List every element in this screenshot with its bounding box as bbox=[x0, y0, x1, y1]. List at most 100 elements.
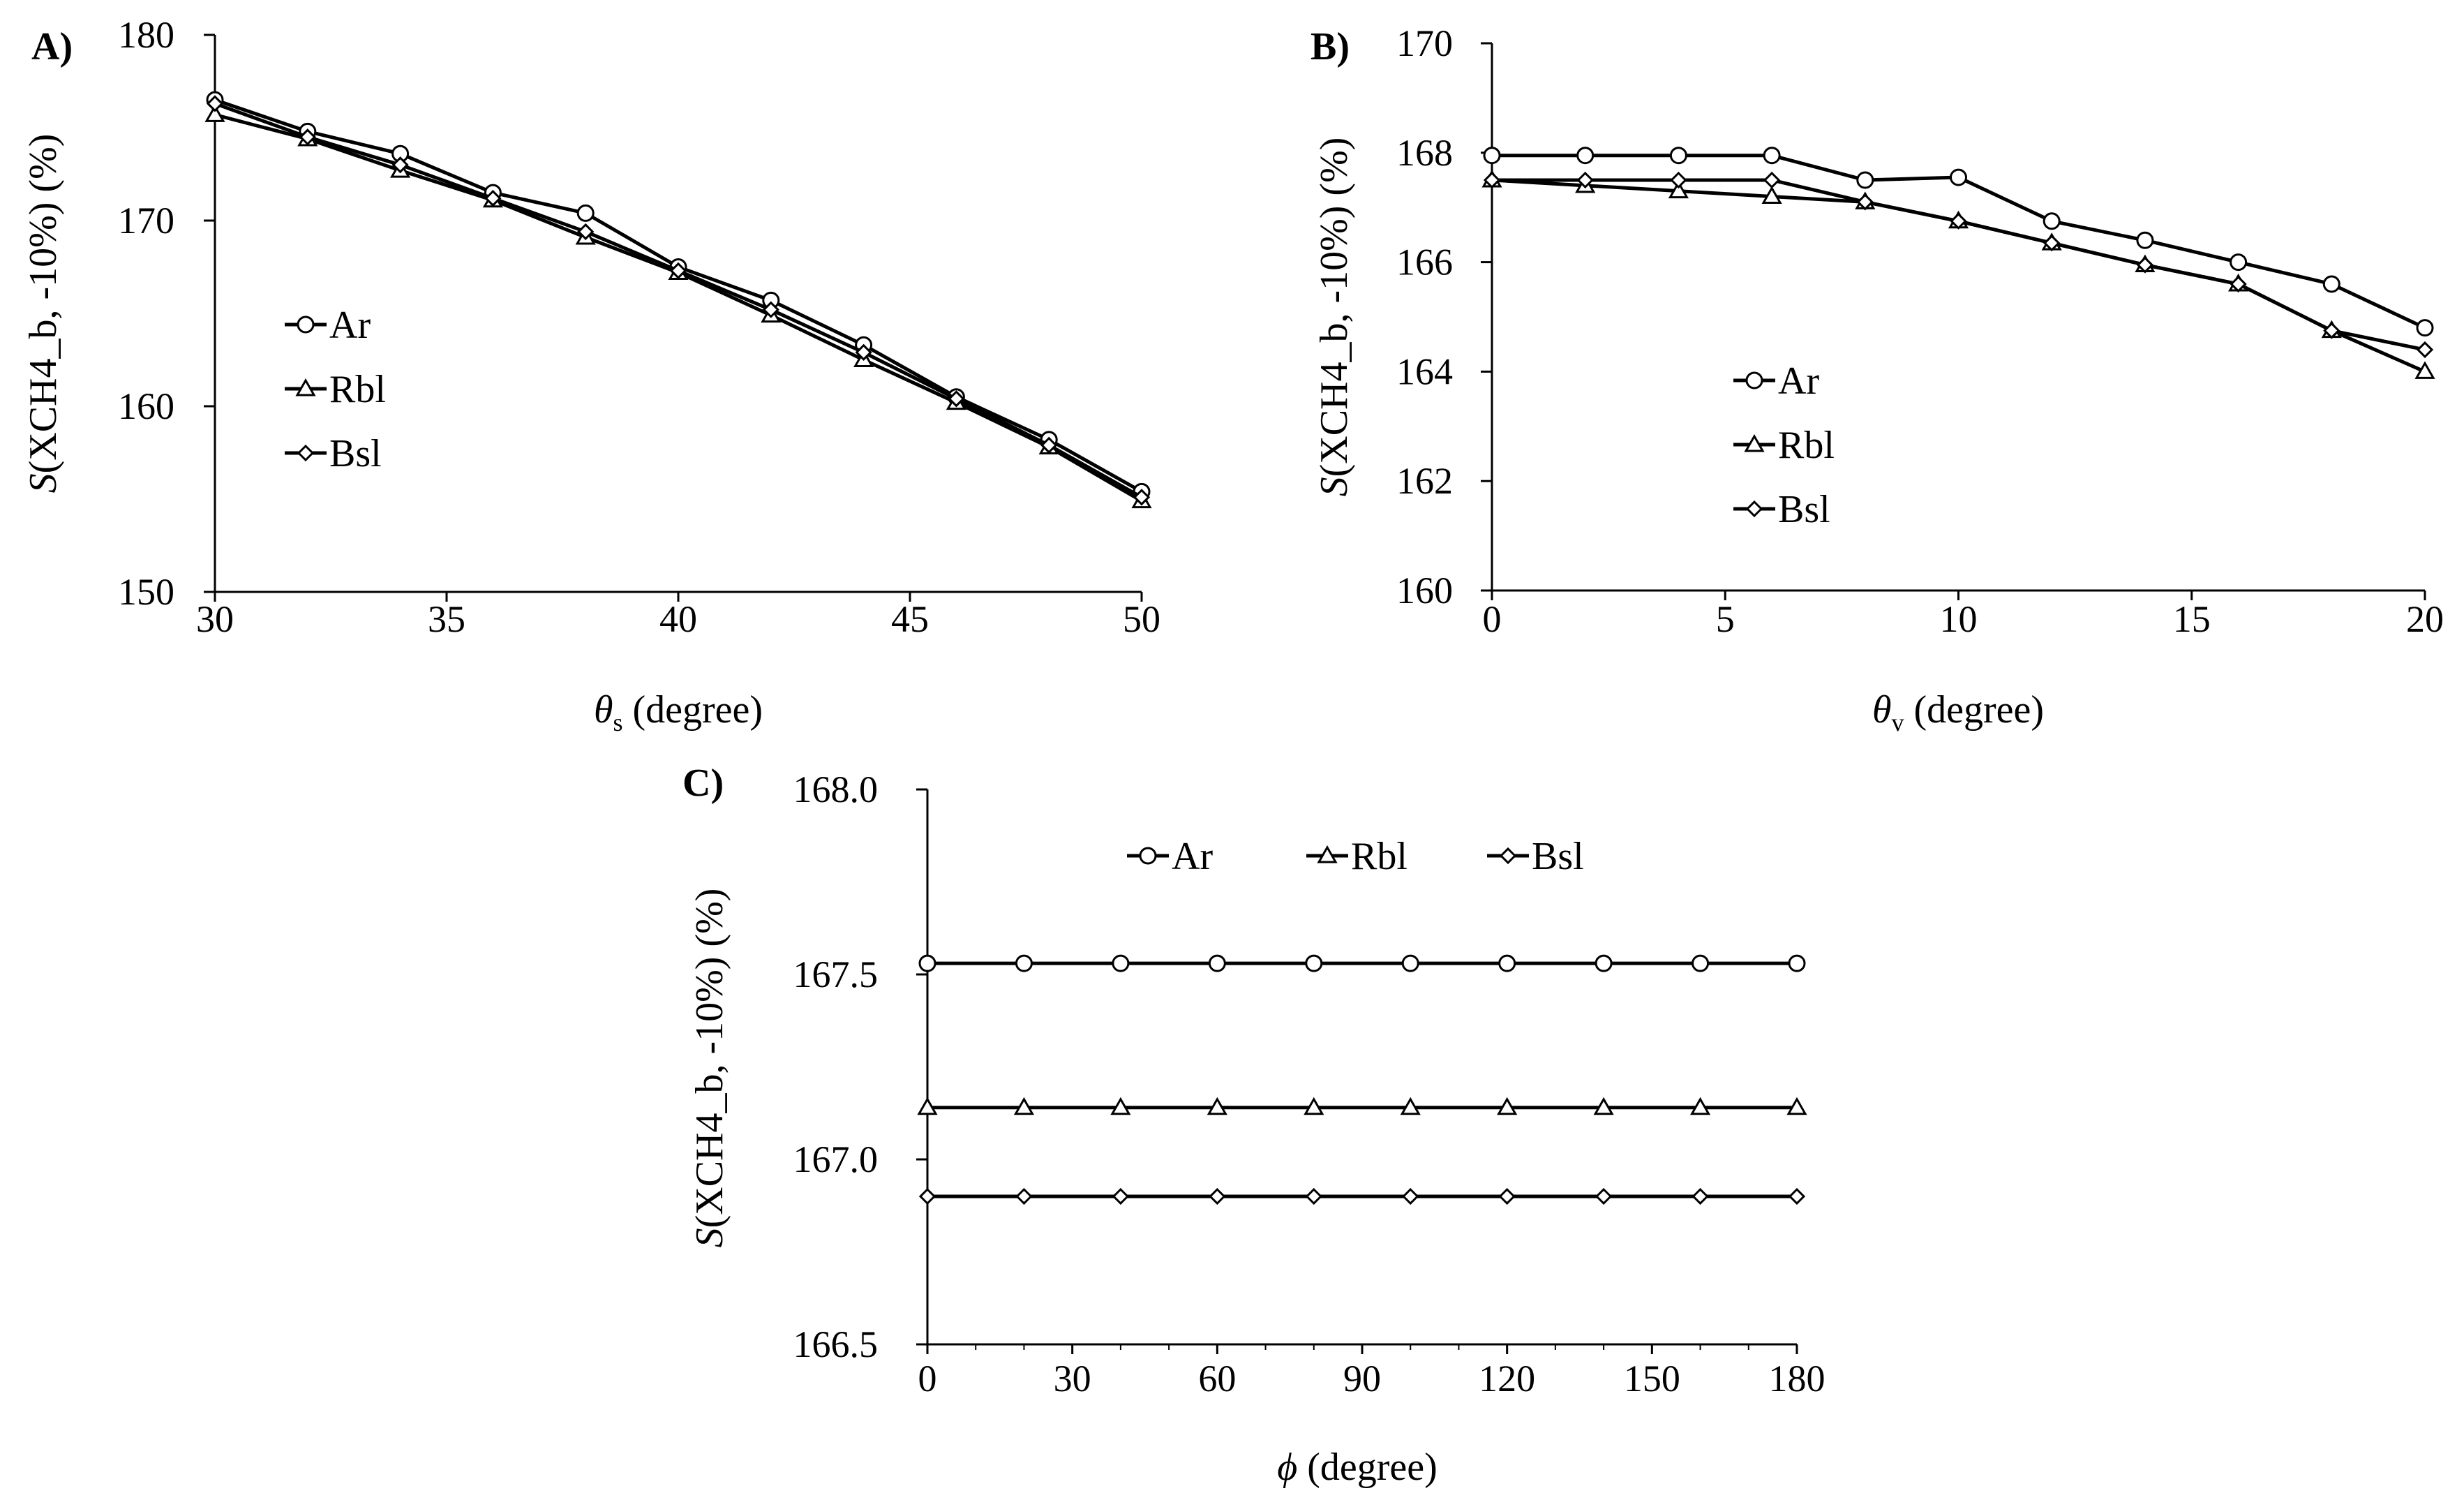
panel-a-series-bsl-point bbox=[206, 95, 224, 112]
panel-b-legend-item-rbl: Rbl bbox=[1733, 424, 1835, 467]
panel-b-legend-label: Bsl bbox=[1778, 488, 1830, 531]
panel-c-y-tick-label: 168.0 bbox=[793, 769, 879, 810]
panel-c-series-ar-point bbox=[1498, 954, 1516, 972]
panel-b-series-rbl-point bbox=[1761, 186, 1782, 205]
panel-c-y-tick-label: 166.5 bbox=[793, 1323, 879, 1365]
panel-a-series-bsl-point bbox=[484, 189, 502, 207]
panel-b-y-axis-title: S(XCH4_b, -10%) (%) bbox=[1313, 138, 1356, 497]
panel-c-series-rbl-point bbox=[1689, 1097, 1711, 1115]
panel-c-legend-item-ar: Ar bbox=[1127, 835, 1213, 878]
panel-b-legend-item-ar: Ar bbox=[1733, 359, 1819, 403]
panel-c-series-bsl-point bbox=[1305, 1187, 1322, 1205]
panel-a-legend: Ar Rbl Bsl bbox=[285, 304, 386, 475]
panel-b-series-ar-point bbox=[2322, 275, 2340, 293]
panel-a-series-bsl-point bbox=[669, 262, 687, 279]
panel-a-x-axis-title: θs (degree) bbox=[594, 688, 763, 736]
panel-b-series-bsl-point bbox=[2323, 322, 2340, 339]
panel-a-x-tick-label: 50 bbox=[1123, 598, 1160, 640]
panel-b-series-bsl-point bbox=[2230, 275, 2247, 293]
panel-c-x-axis-title: ϕ (degree) bbox=[1277, 1446, 1438, 1489]
panel-c-legend-item-bsl: Bsl bbox=[1487, 835, 1584, 878]
panel-c-series-ar-point bbox=[1401, 954, 1419, 972]
panel-b-series-bsl-point bbox=[1483, 171, 1501, 189]
panel-c-series-ar-point bbox=[1788, 954, 1806, 972]
panel-b-series-bsl-point bbox=[1576, 171, 1594, 189]
panel-b-y-tick-label: 162 bbox=[1396, 460, 1453, 502]
panel-a-series-bsl-point bbox=[391, 156, 409, 174]
panel-c-legend-label: Ar bbox=[1172, 835, 1213, 878]
panel-b-x-tick-label: 20 bbox=[2406, 598, 2444, 640]
panel-b-legend: Ar Rbl Bsl bbox=[1733, 359, 1835, 531]
panel-c-legend-label: Bsl bbox=[1532, 835, 1584, 878]
panel-b-label: B) bbox=[1311, 25, 1350, 68]
panel-a-series-bsl-point bbox=[762, 301, 779, 318]
panel-b-series-rbl-point bbox=[1668, 180, 1689, 199]
panel-c-series-bsl-point bbox=[1692, 1187, 1709, 1205]
panel-a-series-bsl-point bbox=[1040, 436, 1058, 454]
panel-a-label: A) bbox=[31, 25, 73, 68]
panel-b-series-bsl-point bbox=[1856, 193, 1874, 211]
panel-c-series-ar-point bbox=[1015, 954, 1033, 972]
panel-b-y-tick-label: 164 bbox=[1396, 350, 1453, 392]
panel-b-x-axis-title: θv (degree) bbox=[1872, 688, 2044, 736]
panel-b-series-ar-point bbox=[1856, 171, 1874, 189]
panel-b-series-ar-point bbox=[1763, 147, 1781, 165]
panel-a-y-tick-label: 170 bbox=[118, 200, 174, 242]
panel-c-series-rbl-point bbox=[917, 1097, 938, 1115]
panel-a-y-axis-title: S(XCH4_b, -10%) (%) bbox=[22, 134, 65, 493]
panel-b-series-bsl-point bbox=[1950, 212, 1967, 230]
panel-c-series-rbl-point bbox=[1304, 1097, 1324, 1115]
panel-c-legend-label: Rbl bbox=[1351, 835, 1408, 878]
panel-b-series-ar-point bbox=[1576, 147, 1595, 165]
panel-c-legend-item-rbl: Rbl bbox=[1306, 835, 1408, 878]
panel-b-legend-label: Ar bbox=[1778, 359, 1819, 403]
panel-c-series-ar-point bbox=[1208, 954, 1226, 972]
panel-a-legend-label: Ar bbox=[329, 304, 371, 347]
panel-c-x-tick-label: 180 bbox=[1769, 1358, 1825, 1400]
panel-c-y-axis-title: S(XCH4_b, -10%) (%) bbox=[688, 889, 731, 1248]
panel-c-series-bsl-point bbox=[918, 1187, 936, 1205]
panel-c-series-bsl-point bbox=[1498, 1187, 1516, 1205]
panel-b-x-tick-label: 5 bbox=[1716, 598, 1735, 640]
panel-c-series-ar-point bbox=[1692, 954, 1710, 972]
panel-c-series-rbl-point bbox=[1207, 1097, 1227, 1115]
panel-a-legend-label: Rbl bbox=[329, 368, 386, 411]
panel-c-series-bsl-point bbox=[1402, 1187, 1419, 1205]
panel-b-series-ar-point bbox=[1950, 168, 1967, 186]
panel-c: C) 166.5 167.0 167.5 168.0 0 30 60 90 120 150 180… bbox=[682, 762, 1825, 1489]
panel-c-x-tick-label: 150 bbox=[1624, 1358, 1680, 1400]
panel-a-legend-item-bsl: Bsl bbox=[285, 432, 382, 475]
panel-b-series-ar-point bbox=[2416, 319, 2434, 337]
panel-a-series-bsl-point bbox=[577, 223, 595, 241]
panel-c-series-ar-point bbox=[1112, 954, 1130, 972]
panel-a-y-tick-label: 160 bbox=[118, 385, 174, 427]
panel-c-series-rbl-point bbox=[1400, 1097, 1421, 1115]
panel-b-series-bsl-point bbox=[2416, 341, 2434, 359]
panel-b-series-bsl-point bbox=[2136, 256, 2154, 274]
panel-a: A) 150 160 170 180 30 35 40 45 50 θs (degree) S… bbox=[22, 14, 1160, 736]
panel-b-series-ar-point bbox=[2043, 212, 2061, 230]
panel-b-legend-marker bbox=[1745, 500, 1763, 518]
panel-b-y-tick-label: 168 bbox=[1396, 132, 1453, 174]
panel-a-legend-label: Bsl bbox=[329, 432, 382, 475]
panel-c-series-bsl-point bbox=[1595, 1187, 1613, 1205]
panel-c-legend-marker bbox=[1499, 847, 1517, 865]
panel-a-series-ar-point bbox=[576, 204, 595, 222]
panel-c-label: C) bbox=[682, 762, 724, 805]
panel-c-legend: Ar Rbl Bsl bbox=[1127, 835, 1584, 878]
panel-b-legend-label: Rbl bbox=[1778, 424, 1835, 467]
panel-c-x-tick-label: 0 bbox=[918, 1358, 937, 1400]
panel-b-series-ar-point bbox=[1669, 147, 1687, 165]
panel-c-series-bsl-point bbox=[1112, 1187, 1130, 1205]
panel-b-series-ar-point bbox=[2230, 253, 2248, 272]
panel-c-series-rbl-point bbox=[1786, 1097, 1807, 1115]
panel-b-series-bsl-point bbox=[1763, 171, 1781, 189]
panel-b-legend-marker bbox=[1744, 433, 1765, 452]
panel-a-x-tick-label: 30 bbox=[196, 598, 234, 640]
panel-c-x-tick-label: 90 bbox=[1343, 1358, 1381, 1400]
panel-c-x-tick-label: 30 bbox=[1054, 1358, 1091, 1400]
panel-b-y-tick-label: 166 bbox=[1396, 242, 1453, 283]
panel-b-series-rbl-point bbox=[2414, 361, 2435, 379]
panel-c-series-rbl-point bbox=[1497, 1097, 1518, 1115]
panel-c-legend-marker bbox=[1317, 845, 1338, 863]
